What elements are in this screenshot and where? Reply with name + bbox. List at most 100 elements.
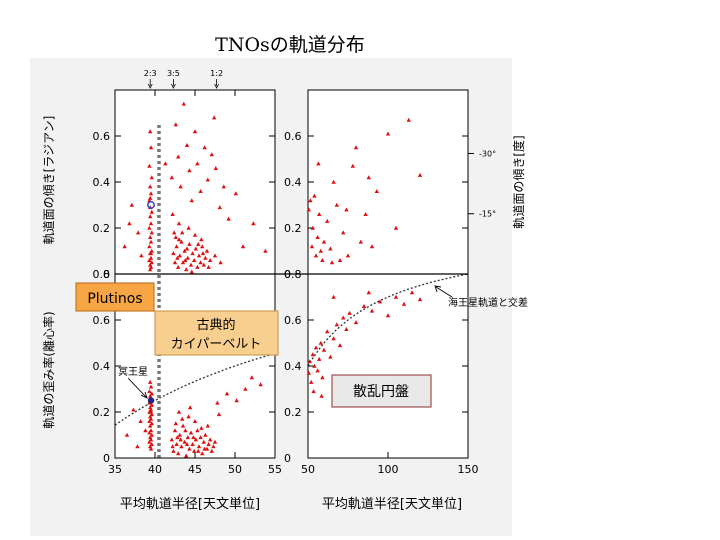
y-tick-label-bottom: 0.8 [93,268,111,281]
inclination-point-right [363,212,368,216]
eccentricity-point-right [366,290,371,295]
inclination-point-right [334,202,339,207]
eccentricity-point-right [409,290,415,295]
degree-tick-label: -15° [479,210,496,219]
inclination-point-right [318,248,323,253]
eccentricity-point [135,444,140,449]
plutinos-box [75,282,155,312]
resonance-arrow-head [147,83,153,89]
inclination-point [174,244,179,249]
classical-kuiper-label-line1: 古典的 [196,317,235,333]
eccentricity-point-right [312,363,317,368]
eccentricity-point [148,437,154,442]
eccentricity-point-right [313,345,319,350]
eccentricity-point [205,423,210,428]
inclination-point [179,239,184,244]
eccentricity-point [182,439,187,444]
eccentricity-point [203,432,208,437]
eccentricity-point [202,446,207,451]
eccentricity-point-right [320,375,325,380]
inclination-point [147,163,152,168]
inclination-point [177,253,182,258]
eccentricity-point [193,437,198,442]
inclination-point [148,145,154,150]
eccentricity-point [198,435,203,440]
inclination-point [218,260,223,265]
inclination-point [173,235,178,239]
eccentricity-point-right [317,356,322,361]
resonance-label: 3:5 [167,69,180,78]
eccentricity-point [149,442,154,446]
inclination-point-right [358,239,363,244]
inclination-point-right [321,239,327,244]
eccentricity-point [190,442,195,446]
eccentricity-point [171,448,176,453]
eccentricity-point [174,442,179,446]
inclination-point [148,239,154,244]
inclination-point [176,154,181,159]
y-tick-label-top: 0 [103,268,110,281]
inclination-point [217,205,222,210]
x-tick-label-right: 150 [458,463,479,476]
inclination-point [185,255,190,260]
inclination-point [195,264,200,269]
degree-tick-label: -30° [479,149,496,158]
eccentricity-point [147,430,152,435]
eccentricity-point-right [337,343,343,348]
inclination-point [184,143,190,147]
eccentricity-point [175,435,180,440]
y-axis-title-bottom-left: 軌道の歪み率(離心率) [41,311,56,428]
eccentricity-point [148,416,154,421]
eccentricity-point [169,437,174,442]
y-tick-label-inner-bottom: 0 [284,452,291,465]
eccentricity-point [184,442,190,446]
eccentricity-point [147,389,152,394]
eccentricity-point-right [307,359,312,364]
x-tick-label-left: 55 [268,463,282,476]
inclination-point [148,191,154,196]
inclination-point [184,267,189,272]
inclination-point [196,253,202,258]
eccentricity-point [212,439,218,444]
eccentricity-point [196,444,202,449]
eccentricity-point [199,425,204,430]
inclination-point-right [310,225,315,230]
resonance-label: 1:2 [210,69,223,78]
neptune-crossing-curve-left [114,352,276,426]
eccentricity-point-right [393,294,399,299]
inclination-point-right [369,244,375,249]
inclination-point [208,258,213,262]
inclination-point [176,237,182,242]
eccentricity-point [148,428,154,433]
inclination-point [198,189,203,193]
inclination-point-right [312,193,317,198]
x-axis-title-right: 平均軌道半径[天文単位] [322,496,462,512]
inclination-point [192,258,197,262]
inclination-point [181,101,186,106]
y-tick-label-top: 0.4 [93,176,111,189]
inclination-point [148,184,153,189]
eccentricity-point [188,430,194,435]
inclination-point [173,122,178,127]
inclination-point [212,115,217,120]
inclination-point [149,230,154,235]
eccentricity-point [258,382,263,387]
eccentricity-point [179,444,184,449]
classical-kuiper-box [154,310,279,356]
inclination-point [136,230,141,235]
eccentricity-point [206,442,211,446]
inclination-point-right [341,230,346,235]
inclination-point [170,212,175,216]
eccentricity-point [172,428,178,433]
eccentricity-point [149,432,154,437]
inclination-point [195,161,200,166]
eccentricity-point-right [341,315,346,320]
inclination-point [148,235,153,239]
x-tick-label-left: 45 [188,463,202,476]
inclination-point [240,244,246,249]
inclination-point [198,260,203,265]
eccentricity-point [211,444,216,449]
inclination-point [147,258,152,262]
pluto-label: 冥王星 [118,366,148,378]
